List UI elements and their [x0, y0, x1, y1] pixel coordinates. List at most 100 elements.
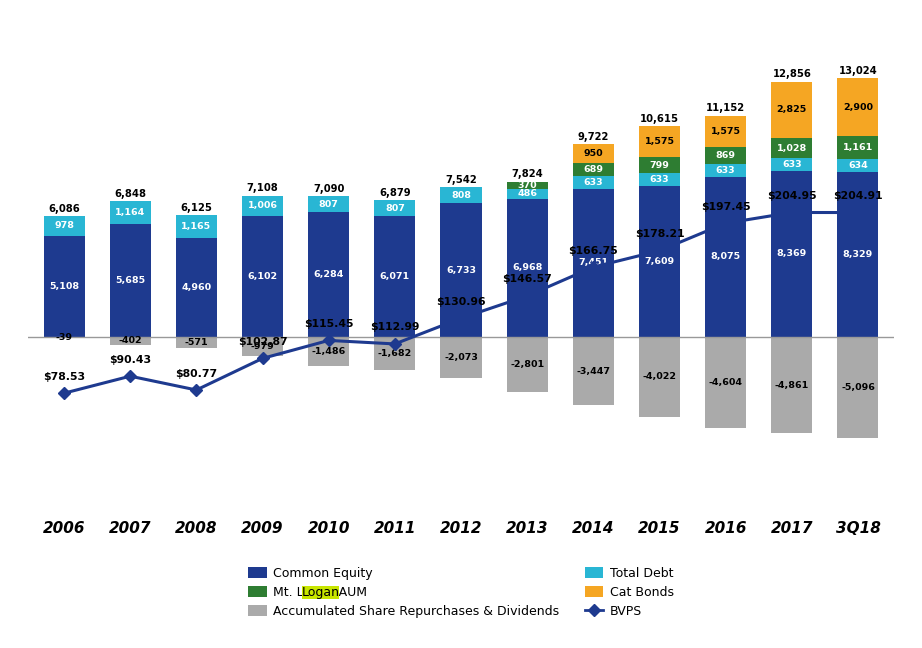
Bar — [176, 337, 217, 348]
Text: -1,682: -1,682 — [378, 349, 412, 358]
Text: -571: -571 — [184, 338, 208, 347]
Text: 1,575: 1,575 — [644, 137, 675, 146]
Text: $166.75: $166.75 — [569, 246, 618, 256]
Text: 7,108: 7,108 — [247, 183, 278, 194]
Text: 6,284: 6,284 — [313, 270, 344, 279]
Text: $197.45: $197.45 — [701, 202, 751, 212]
Bar — [772, 171, 812, 337]
Text: Logan: Logan — [301, 586, 339, 599]
Bar — [176, 238, 217, 337]
Bar — [705, 115, 746, 147]
Text: 1,165: 1,165 — [182, 222, 211, 231]
Bar — [573, 163, 614, 176]
Bar — [772, 82, 812, 138]
Text: 370: 370 — [517, 181, 537, 190]
Bar — [441, 337, 481, 378]
Legend: Common Equity, Mt. Logan AUM, Accumulated Share Repurchases & Dividends, Total D: Common Equity, Mt. Logan AUM, Accumulate… — [243, 562, 679, 623]
Text: 2,900: 2,900 — [843, 103, 873, 111]
Bar — [573, 337, 614, 405]
Text: 5,108: 5,108 — [49, 282, 79, 291]
Bar — [43, 337, 85, 338]
Bar — [374, 337, 415, 370]
Text: -1,486: -1,486 — [312, 347, 346, 356]
Bar — [43, 216, 85, 235]
Bar — [705, 147, 746, 164]
Text: 7,824: 7,824 — [512, 169, 543, 179]
Bar — [308, 196, 349, 212]
Text: 808: 808 — [451, 191, 471, 200]
Text: 633: 633 — [650, 175, 669, 184]
Bar — [308, 212, 349, 337]
Text: 1,006: 1,006 — [247, 202, 278, 211]
Bar — [837, 78, 879, 136]
Text: 2,825: 2,825 — [776, 106, 807, 114]
Bar — [374, 216, 415, 337]
Text: -3,447: -3,447 — [576, 367, 610, 376]
Text: 807: 807 — [384, 204, 405, 213]
Text: -39: -39 — [55, 332, 73, 341]
Text: $146.57: $146.57 — [502, 275, 552, 284]
Text: 7,542: 7,542 — [445, 175, 477, 185]
Text: 8,329: 8,329 — [843, 249, 873, 259]
Bar — [639, 186, 680, 337]
Text: 799: 799 — [649, 161, 669, 170]
Text: 12,856: 12,856 — [773, 69, 811, 80]
Text: 689: 689 — [584, 165, 603, 174]
Text: 633: 633 — [715, 166, 736, 175]
Text: 6,968: 6,968 — [512, 263, 542, 272]
Bar — [507, 198, 548, 337]
Bar — [43, 235, 85, 337]
Bar — [507, 337, 548, 393]
Bar — [639, 337, 680, 417]
Text: $112.99: $112.99 — [370, 323, 420, 332]
Bar — [837, 337, 879, 438]
Text: 9,722: 9,722 — [577, 132, 609, 141]
Text: -4,604: -4,604 — [709, 378, 742, 387]
Text: 7,609: 7,609 — [644, 257, 675, 266]
Text: $115.45: $115.45 — [304, 319, 353, 329]
Text: -402: -402 — [118, 336, 142, 345]
Text: 10,615: 10,615 — [640, 114, 679, 124]
Text: 13,024: 13,024 — [839, 66, 878, 76]
Text: 1,161: 1,161 — [843, 143, 873, 152]
Text: 950: 950 — [584, 149, 603, 158]
Bar — [110, 224, 150, 337]
Bar — [573, 189, 614, 337]
Bar — [705, 164, 746, 177]
Text: 6,071: 6,071 — [380, 272, 410, 281]
Text: 7,090: 7,090 — [313, 184, 345, 194]
Text: $78.53: $78.53 — [43, 372, 85, 382]
Text: 6,733: 6,733 — [446, 266, 476, 275]
Text: $130.96: $130.96 — [436, 297, 486, 307]
Text: 6,125: 6,125 — [181, 203, 212, 213]
Bar — [639, 126, 680, 157]
Bar — [772, 158, 812, 171]
Bar — [837, 159, 879, 172]
Bar — [639, 157, 680, 173]
Bar — [441, 187, 481, 203]
Bar — [507, 181, 548, 189]
Text: -4,022: -4,022 — [643, 372, 677, 381]
Bar — [772, 337, 812, 434]
Text: 486: 486 — [517, 189, 538, 198]
Text: 1,028: 1,028 — [776, 144, 807, 152]
Bar — [639, 173, 680, 186]
Text: 8,369: 8,369 — [776, 249, 807, 259]
Bar — [242, 337, 283, 356]
Text: 633: 633 — [782, 160, 801, 169]
Text: 869: 869 — [715, 151, 736, 160]
Text: 634: 634 — [848, 161, 868, 170]
Bar — [837, 172, 879, 337]
Bar — [573, 176, 614, 189]
Text: -2,801: -2,801 — [510, 360, 544, 369]
Text: $80.77: $80.77 — [175, 369, 218, 378]
Bar — [176, 215, 217, 238]
Text: -5,096: -5,096 — [841, 383, 875, 392]
Bar — [705, 177, 746, 337]
Text: 6,086: 6,086 — [48, 203, 80, 214]
Bar — [772, 138, 812, 158]
Bar — [110, 337, 150, 345]
Text: -2,073: -2,073 — [444, 353, 478, 362]
Text: 4,960: 4,960 — [182, 283, 211, 292]
Text: 8,075: 8,075 — [711, 252, 740, 261]
